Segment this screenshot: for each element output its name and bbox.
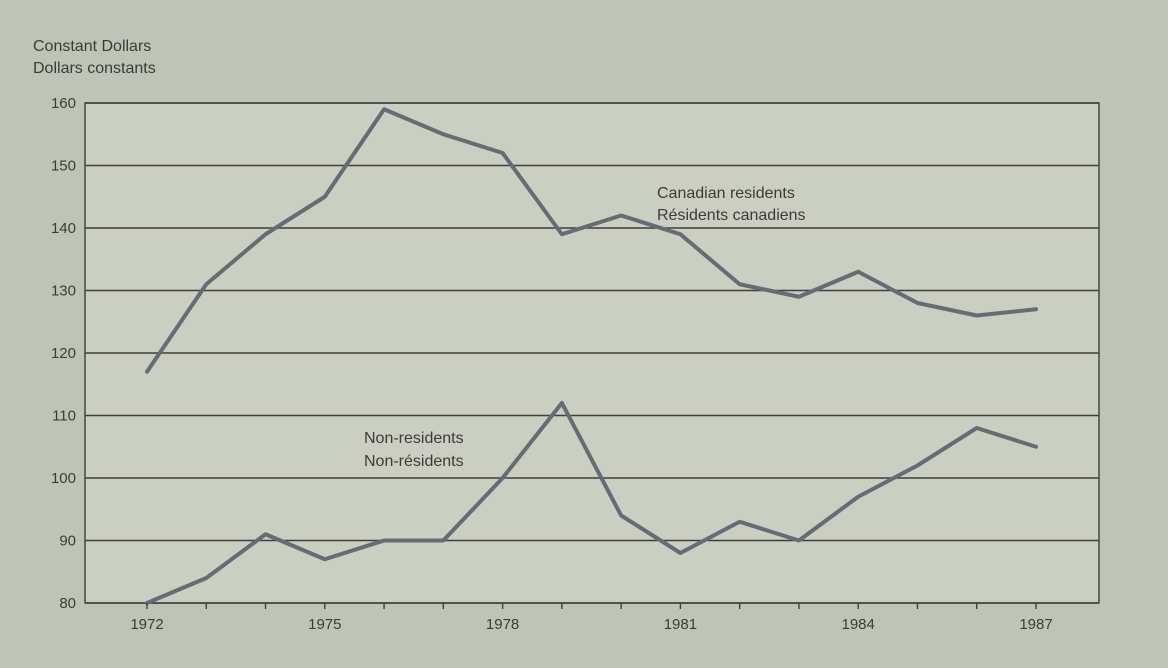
series-label-nonresidents-fr: Non-résidents [364, 453, 464, 470]
y-axis-ticks: 80 90 100 110 120 130 140 150 160 [51, 95, 76, 612]
x-tick-label: 1984 [842, 616, 875, 633]
y-tick-label: 130 [51, 283, 76, 300]
x-tick-label: 1978 [486, 616, 519, 633]
y-axis-label-en: Constant Dollars [33, 38, 151, 55]
y-tick-label: 100 [51, 470, 76, 487]
y-tick-label: 110 [52, 408, 76, 425]
series-label-nonresidents-en: Non-residents [364, 430, 464, 447]
series-label-canadian-en: Canadian residents [657, 185, 795, 202]
y-tick-label: 80 [59, 595, 76, 612]
x-tick-label: 1972 [130, 616, 163, 633]
x-tick-label: 1975 [308, 616, 341, 633]
x-tick-label: 1981 [664, 616, 697, 633]
y-tick-label: 160 [51, 95, 76, 112]
series-line-canadian-residents [145, 107, 1038, 374]
series-lines [145, 107, 1038, 605]
y-axis-label-fr: Dollars constants [33, 60, 156, 77]
y-tick-label: 140 [51, 220, 76, 237]
series-line-non-residents [145, 401, 1038, 605]
x-axis-ticks: 1972 1975 1978 1981 1984 1987 [130, 603, 1053, 633]
x-tick-label: 1987 [1019, 616, 1052, 633]
y-tick-label: 120 [51, 345, 76, 362]
y-tick-label: 90 [59, 533, 76, 550]
y-tick-label: 150 [51, 158, 76, 175]
series-label-canadian-fr: Résidents canadiens [657, 207, 806, 224]
